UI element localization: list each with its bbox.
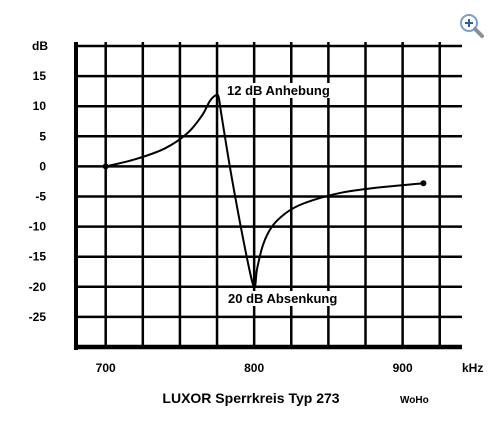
y-axis-label: dB bbox=[32, 39, 48, 53]
y-tick-label: -25 bbox=[29, 310, 47, 324]
axes bbox=[74, 42, 462, 350]
annotation-background bbox=[225, 83, 332, 98]
annotation-background bbox=[226, 291, 340, 306]
x-tick-label: 800 bbox=[244, 361, 264, 375]
y-tick-label: -10 bbox=[29, 220, 47, 234]
y-tick-label: 10 bbox=[33, 99, 47, 113]
x-axis-label: kHz bbox=[462, 361, 483, 375]
x-tick-label: 700 bbox=[96, 361, 116, 375]
annotation-boost: 12 dB Anhebung bbox=[227, 83, 330, 98]
signature: WoHo bbox=[400, 395, 429, 406]
y-tick-label: -15 bbox=[29, 250, 47, 264]
chart-title: LUXOR Sperrkreis Typ 273 bbox=[162, 390, 339, 406]
zoom-in-icon[interactable] bbox=[459, 13, 485, 39]
curve-endpoint-marker bbox=[102, 163, 109, 170]
x-tick-labels: 700 800 900 bbox=[96, 361, 413, 375]
y-tick-label: 5 bbox=[39, 129, 46, 143]
response-curve bbox=[105, 93, 424, 288]
y-tick-label: 0 bbox=[39, 159, 46, 173]
annotation-cut: 20 dB Absenkung bbox=[228, 291, 337, 306]
curve-layer bbox=[102, 93, 427, 288]
x-tick-label: 900 bbox=[393, 361, 413, 375]
curve-endpoint-marker bbox=[420, 180, 427, 187]
y-tick-labels: 15 10 5 0 -5 -10 -15 -20 -25 bbox=[29, 69, 47, 324]
y-tick-label: -20 bbox=[29, 280, 47, 294]
y-tick-label: -5 bbox=[35, 190, 46, 204]
y-tick-label: 15 bbox=[33, 69, 47, 83]
